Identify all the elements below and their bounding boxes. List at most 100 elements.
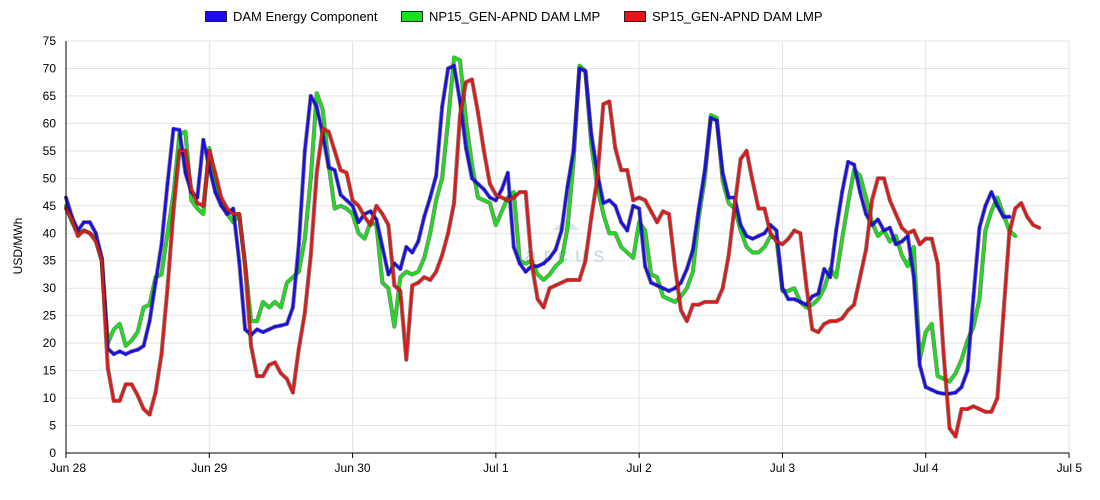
- data-point: [494, 198, 498, 202]
- data-point: [416, 281, 420, 285]
- data-point: [231, 212, 235, 216]
- data-point: [1001, 215, 1005, 219]
- legend-item-sp15[interactable]: SP15_GEN-APND DAM LMP: [624, 6, 823, 26]
- data-point: [995, 396, 999, 400]
- data-point: [243, 327, 247, 331]
- data-point: [894, 242, 898, 246]
- data-point: [279, 371, 283, 375]
- series-lines: [63, 55, 1042, 439]
- data-point: [900, 253, 904, 257]
- data-point: [840, 190, 844, 194]
- data-point: [94, 231, 98, 235]
- data-point: [542, 278, 546, 282]
- legend-label: DAM Energy Component: [233, 8, 378, 24]
- data-point: [870, 198, 874, 202]
- data-point: [1007, 215, 1011, 219]
- data-point: [667, 289, 671, 293]
- data-point: [225, 212, 229, 216]
- data-point: [476, 182, 480, 186]
- data-point: [106, 366, 110, 370]
- data-point: [661, 286, 665, 290]
- data-point: [339, 168, 343, 172]
- y-tick-label: 0: [49, 446, 56, 460]
- data-point: [918, 242, 922, 246]
- data-point: [279, 323, 283, 328]
- data-point: [309, 176, 313, 180]
- x-tick-label: Jun 30: [335, 461, 371, 475]
- watermark-text: arcus: [525, 244, 611, 267]
- data-point: [727, 195, 731, 200]
- data-point: [691, 248, 695, 252]
- data-point: [971, 294, 976, 299]
- data-point: [697, 206, 701, 211]
- data-point: [625, 250, 629, 255]
- data-point: [864, 248, 868, 252]
- data-point: [953, 371, 958, 375]
- data-point: [577, 64, 582, 68]
- data-point: [852, 303, 856, 307]
- data-point: [500, 209, 504, 213]
- data-point: [643, 264, 647, 268]
- data-point: [762, 245, 767, 249]
- data-point: [398, 289, 402, 293]
- data-point: [953, 390, 958, 395]
- data-point: [410, 283, 414, 288]
- data-point: [989, 190, 993, 194]
- data-point: [864, 195, 868, 200]
- y-tick-label: 5: [49, 419, 56, 433]
- data-point: [977, 297, 982, 301]
- data-point: [165, 231, 170, 235]
- series-0: [63, 63, 1012, 396]
- data-point: [679, 281, 683, 285]
- legend-item-np15[interactable]: NP15_GEN-APND DAM LMP: [401, 6, 600, 26]
- data-point: [464, 80, 468, 84]
- data-point: [1019, 201, 1023, 205]
- x-tick-label: Jul 3: [770, 461, 796, 475]
- data-point: [661, 294, 665, 299]
- data-point: [530, 261, 534, 266]
- data-point: [637, 195, 641, 200]
- data-point: [183, 149, 188, 153]
- data-point: [619, 245, 623, 249]
- data-point: [380, 212, 385, 216]
- data-point: [882, 228, 886, 233]
- data-point: [601, 201, 605, 205]
- data-point: [297, 242, 301, 246]
- y-tick-label: 20: [43, 336, 57, 350]
- data-point: [345, 171, 349, 175]
- x-tick-label: Jun 28: [50, 461, 86, 475]
- data-point: [518, 261, 522, 266]
- data-point: [273, 360, 277, 364]
- data-point: [607, 99, 611, 104]
- data-point: [315, 171, 319, 175]
- data-point: [524, 190, 528, 194]
- data-point: [589, 215, 593, 219]
- data-point: [303, 311, 307, 315]
- data-point: [810, 327, 814, 331]
- data-point: [995, 195, 999, 200]
- data-point: [350, 198, 355, 202]
- y-tick-label: 15: [43, 364, 57, 378]
- y-tick-label: 65: [43, 89, 57, 103]
- legend-item-dam-energy[interactable]: DAM Energy Component: [205, 6, 378, 26]
- data-point: [727, 201, 731, 205]
- data-point: [118, 399, 122, 403]
- data-point: [267, 363, 271, 367]
- data-point: [303, 237, 307, 241]
- data-point: [888, 198, 892, 202]
- data-point: [816, 292, 820, 296]
- data-point: [631, 198, 635, 202]
- x-tick-label: Jul 4: [913, 461, 939, 475]
- data-point: [750, 237, 755, 241]
- data-point: [404, 245, 408, 249]
- legend-label: SP15_GEN-APND DAM LMP: [652, 8, 823, 24]
- data-point: [953, 434, 958, 439]
- data-point: [631, 204, 635, 208]
- data-point: [553, 248, 558, 252]
- data-point: [655, 283, 659, 288]
- data-point: [291, 390, 295, 395]
- data-point: [488, 201, 492, 205]
- data-point: [882, 176, 886, 180]
- data-point: [822, 267, 826, 271]
